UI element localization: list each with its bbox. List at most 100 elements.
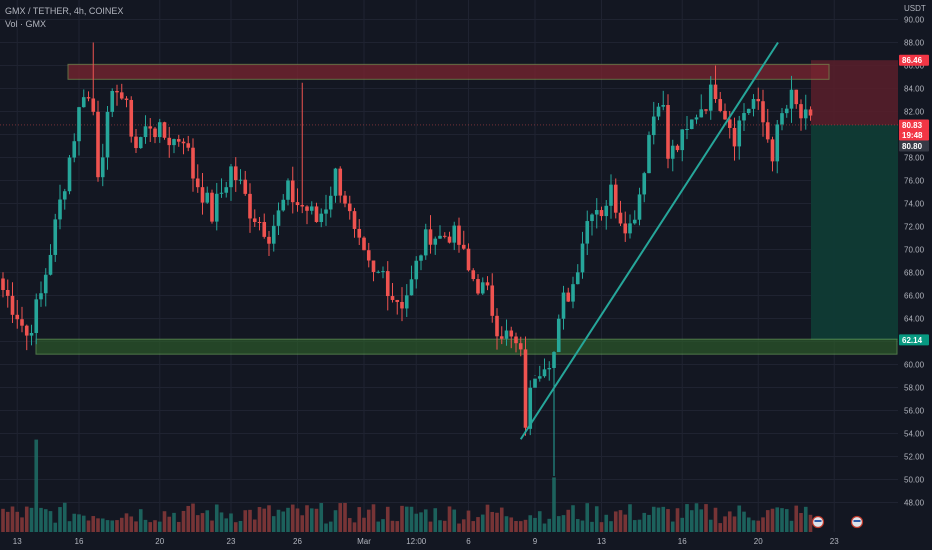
candle-body[interactable] [637,194,642,220]
candle-body[interactable] [808,109,813,116]
resistance-zone[interactable] [67,63,830,80]
candle-body[interactable] [590,214,594,222]
candle-body[interactable] [167,137,172,146]
candle-body[interactable] [618,212,623,224]
candle-body[interactable] [309,206,314,211]
candle-body[interactable] [689,119,694,130]
candle-body[interactable] [533,378,537,388]
candle-body[interactable] [205,192,210,203]
candle-body[interactable] [276,210,281,226]
support-zone[interactable] [35,338,898,355]
candle-body[interactable] [694,117,699,120]
candle-body[interactable] [48,254,53,275]
candle-body[interactable] [62,191,67,200]
candle-body[interactable] [91,98,96,112]
candle-body[interactable] [119,92,124,99]
candle-body[interactable] [195,178,200,188]
candle-body[interactable] [295,202,300,206]
candle-body[interactable] [803,109,808,119]
price-tag[interactable] [899,334,929,346]
candle-body[interactable] [20,319,24,326]
candle-body[interactable] [670,145,675,159]
candle-body[interactable] [756,98,761,102]
candle-body[interactable] [252,218,257,222]
candle-body[interactable] [29,332,34,336]
candle-body[interactable] [761,101,765,123]
candle-body[interactable] [229,166,233,188]
candle-body[interactable] [575,272,580,285]
candle-body[interactable] [523,349,528,428]
candle-body[interactable] [143,126,148,138]
candle-body[interactable] [176,139,181,142]
candle-body[interactable] [267,236,271,244]
candle-body[interactable] [704,109,708,111]
candle-body[interactable] [613,184,618,213]
candle-body[interactable] [499,336,504,339]
candle-body[interactable] [366,250,371,261]
candle-body[interactable] [609,184,613,206]
candle-body[interactable] [362,237,366,251]
candle-body[interactable] [452,225,457,243]
candle-body[interactable] [642,173,647,195]
candle-body[interactable] [324,209,328,214]
candle-body[interactable] [81,97,86,108]
candle-body[interactable] [628,223,632,234]
candle-body[interactable] [181,141,186,144]
candle-body[interactable] [480,282,485,294]
candle-body[interactable] [632,219,637,224]
candle-body[interactable] [210,192,214,222]
candle-body[interactable] [656,106,661,117]
candle-body[interactable] [770,139,775,162]
candle-body[interactable] [680,129,685,151]
candle-body[interactable] [419,255,423,261]
candle-body[interactable] [518,343,523,350]
candle-body[interactable] [248,193,252,219]
candle-body[interactable] [447,236,452,243]
volume-legend[interactable]: Vol · GMX [5,19,47,29]
candle-body[interactable] [727,119,732,128]
candle-body[interactable] [765,122,770,140]
candle-body[interactable] [561,292,566,319]
candle-body[interactable] [385,271,390,297]
candle-body[interactable] [751,98,756,109]
candle-body[interactable] [390,296,395,300]
candle-body[interactable] [77,107,81,142]
candle-body[interactable] [153,128,157,138]
candle-body[interactable] [395,299,400,302]
candle-body[interactable] [371,260,376,272]
candle-body[interactable] [476,279,480,294]
candle-body[interactable] [357,228,362,238]
candle-body[interactable] [718,99,723,111]
candle-body[interactable] [105,111,110,158]
candle-body[interactable] [219,192,224,194]
candle-body[interactable] [471,270,476,280]
candle-body[interactable] [224,187,229,193]
candle-body[interactable] [67,157,72,192]
candle-body[interactable] [124,98,129,100]
candle-body[interactable] [286,180,290,200]
candle-body[interactable] [172,139,176,146]
candle-body[interactable] [433,238,438,245]
candle-body[interactable] [96,111,100,178]
candle-body[interactable] [243,179,248,194]
candle-body[interactable] [585,221,590,244]
candle-body[interactable] [58,199,62,220]
candle-body[interactable] [666,105,670,159]
candle-body[interactable] [537,376,542,379]
candle-body[interactable] [556,318,561,353]
candle-body[interactable] [414,260,419,280]
candle-body[interactable] [24,325,29,336]
candle-body[interactable] [799,104,803,119]
candle-body[interactable] [789,89,794,109]
candle-body[interactable] [305,206,309,211]
candle-body[interactable] [110,90,115,112]
candle-body[interactable] [34,299,39,333]
candle-body[interactable] [461,244,466,249]
candle-body[interactable] [129,99,134,137]
candle-body[interactable] [100,157,105,178]
price-tag[interactable] [899,129,929,141]
candle-body[interactable] [233,166,238,181]
candle-body[interactable] [438,235,442,239]
candle-body[interactable] [162,122,167,138]
candle-body[interactable] [542,369,547,377]
